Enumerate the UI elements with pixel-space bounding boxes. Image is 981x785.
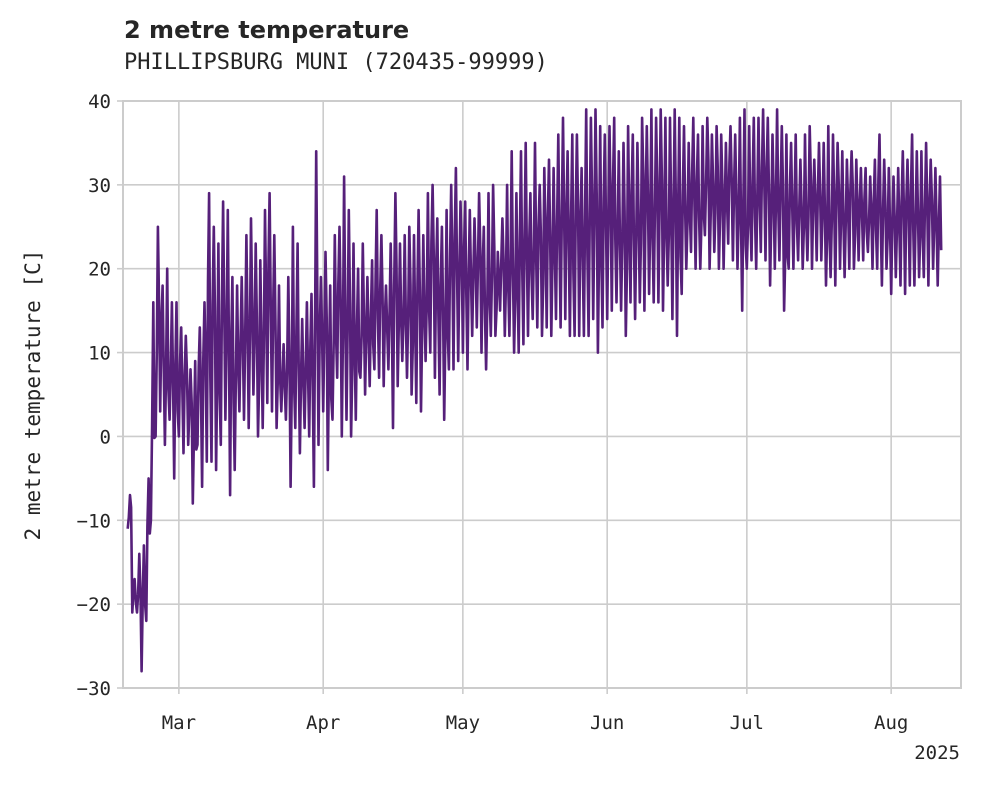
x-tick-label: Mar [162, 712, 196, 734]
x-tick-label: May [446, 712, 480, 734]
y-tick-label: 40 [88, 91, 111, 113]
y-tick-label: −20 [77, 594, 111, 616]
chart-title: 2 metre temperature [124, 16, 410, 44]
x-tick-label: Apr [306, 712, 340, 734]
y-tick-label: 0 [100, 426, 111, 448]
chart-subtitle: PHILLIPSBURG MUNI (720435-99999) [124, 50, 548, 75]
x-tick-label: Aug [874, 712, 908, 734]
y-tick-label: 10 [88, 343, 111, 365]
y-axis-label: 2 metre temperature [C] [21, 250, 45, 541]
y-tick-label: 30 [88, 175, 111, 197]
temperature-line [126, 108, 943, 673]
y-tick-label: 20 [88, 259, 111, 281]
x-ticks: Mar Apr May Jun Jul Aug [162, 688, 908, 734]
x-tick-label: Jul [730, 712, 764, 734]
series-layer [126, 108, 943, 673]
y-ticks: −30 −20 −10 0 10 20 30 40 [77, 91, 123, 700]
x-tick-label: Jun [590, 712, 624, 734]
plot-frame [122, 100, 962, 689]
year-label: 2025 [914, 742, 960, 764]
y-tick-label: −30 [77, 678, 111, 700]
y-tick-label: −10 [77, 510, 111, 532]
